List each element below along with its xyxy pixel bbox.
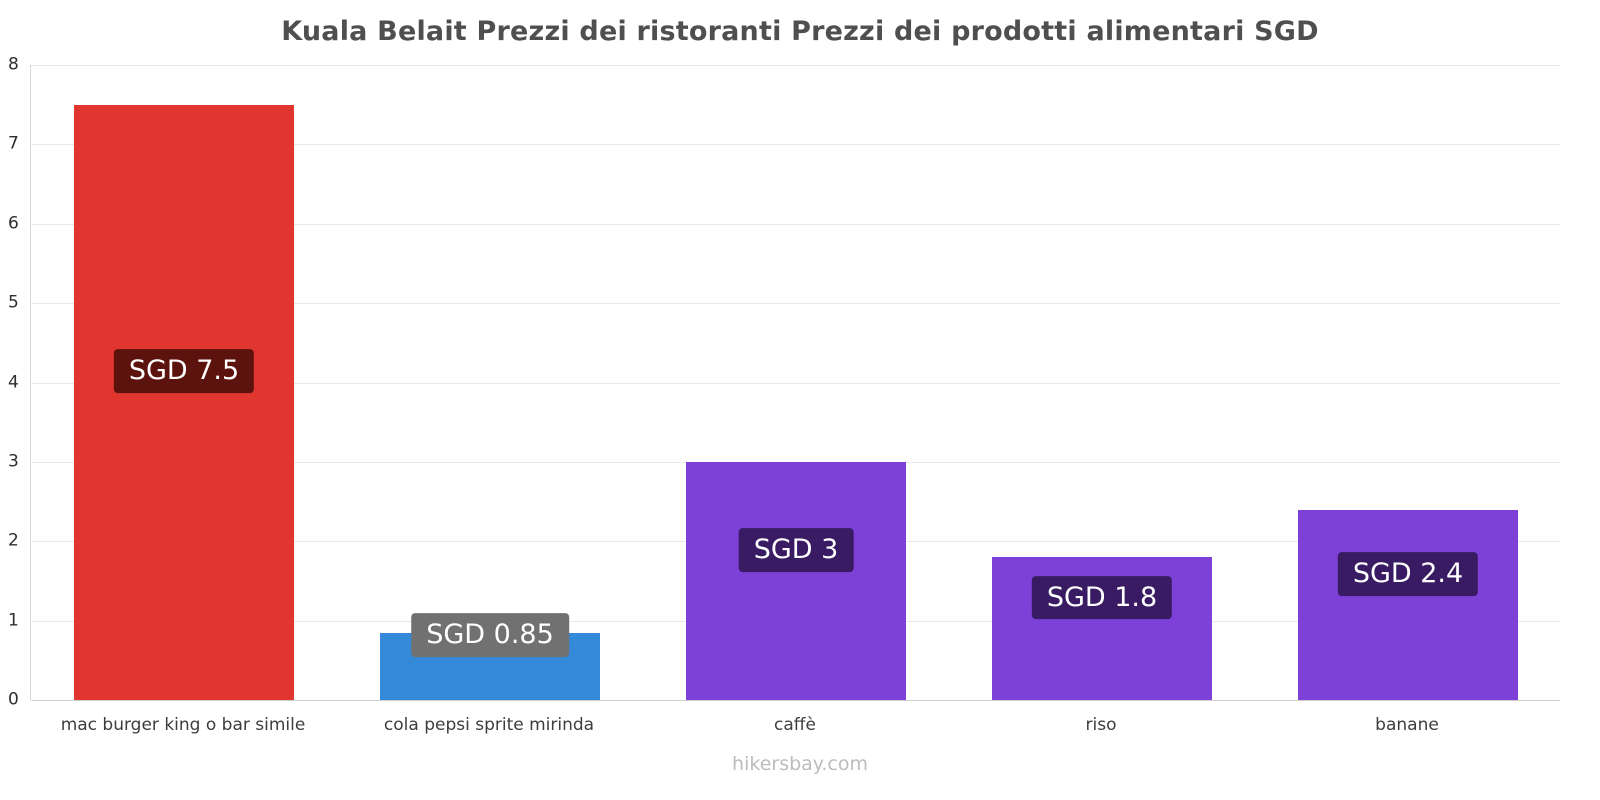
bar: SGD 3 (686, 461, 906, 700)
footer-watermark: hikersbay.com (732, 753, 868, 775)
y-tick-label: 0 (8, 689, 19, 710)
bar-value-label: SGD 3 (738, 528, 854, 572)
gridline (31, 144, 1560, 146)
gridline (31, 303, 1560, 305)
gridline (31, 65, 1560, 66)
bar-value-label: SGD 1.8 (1031, 575, 1173, 620)
x-axis-label: banane (1375, 715, 1439, 735)
y-tick-label: 8 (8, 54, 19, 75)
gridline (31, 223, 1560, 225)
y-tick-label: 6 (8, 213, 19, 234)
x-axis-label: riso (1085, 715, 1117, 735)
y-tick-label: 5 (8, 292, 19, 313)
y-tick-label: 4 (8, 372, 19, 392)
bar: SGD 2.4 (1298, 509, 1518, 700)
x-axis-label: caffè (774, 715, 816, 735)
bar: SGD 1.8 (992, 557, 1212, 700)
gridline (31, 700, 1560, 701)
x-axis-label: mac burger king o bar simile (60, 715, 306, 735)
gridline (31, 382, 1560, 384)
y-tick-label: 3 (8, 451, 19, 472)
x-axis-label: cola pepsi sprite mirinda (383, 715, 595, 735)
chart-title: Kuala Belait Prezzi dei ristoranti Prezz… (281, 16, 1319, 47)
bar-value-label: SGD 7.5 (113, 349, 255, 394)
y-tick-label: 1 (8, 610, 19, 631)
y-tick-label: 7 (8, 133, 19, 154)
bar: SGD 0.85 (380, 613, 600, 700)
plot-area: SGD 7.5 SGD 0.85 SGD 3 SGD 1.8 SGD 2.4 (30, 65, 1560, 701)
bar-value-label: SGD 0.85 (411, 613, 569, 658)
y-tick-label: 2 (8, 530, 19, 551)
y-axis: 0 1 2 3 4 5 6 7 8 (0, 56, 30, 708)
x-axis: mac burger king o bar simile cola pepsi s… (30, 715, 1560, 739)
bar: SGD 7.5 (74, 104, 294, 700)
bar-value-label: SGD 2.4 (1337, 551, 1479, 596)
